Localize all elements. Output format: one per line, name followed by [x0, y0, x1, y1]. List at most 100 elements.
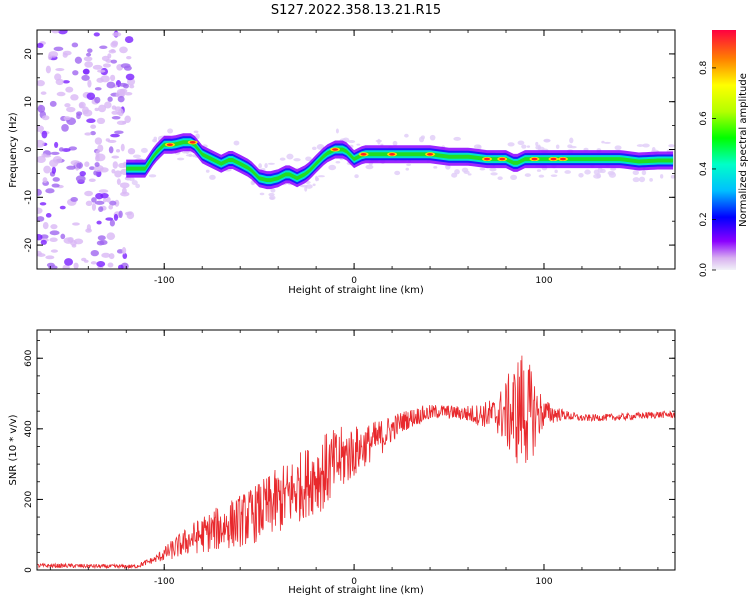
heatmap-speckle [75, 175, 86, 183]
colorbar-gradient [712, 30, 736, 270]
heatmap-speckle [42, 177, 48, 184]
heatmap-halo [305, 184, 313, 189]
y-tick-label: 400 [24, 420, 34, 437]
heatmap-speckle [97, 144, 104, 152]
heatmap-speckle [57, 30, 68, 35]
heatmap-speckle [118, 264, 124, 269]
heatmap-speckle [114, 170, 122, 178]
heatmap-speckle [107, 262, 114, 268]
heatmap-y-axis-label: Frequency (Hz) [8, 112, 19, 188]
heatmap-speckle [124, 36, 134, 44]
heatmap-halo [305, 156, 312, 161]
heatmap-speckle [104, 101, 112, 109]
heatmap-halo [584, 169, 591, 175]
heatmap-speckle [106, 196, 111, 203]
heatmap-peak [332, 148, 339, 151]
heatmap-halo [135, 183, 141, 189]
figure-title: S127.2022.358.13.21.R15 [271, 3, 441, 18]
heatmap-speckle [81, 74, 90, 81]
heatmap-speckle [116, 149, 121, 153]
heatmap-halo [418, 136, 425, 143]
heatmap-halo [311, 146, 317, 151]
heatmap-speckle [56, 91, 66, 97]
heatmap-speckle [37, 43, 44, 49]
y-tick-label: -20 [24, 237, 34, 252]
heatmap-speckle [129, 84, 135, 89]
heatmap-speckle [49, 237, 58, 242]
heatmap-peak [550, 157, 557, 161]
heatmap-halo [651, 147, 656, 152]
heatmap-speckle [73, 238, 84, 245]
heatmap-speckle [71, 42, 79, 48]
heatmap-halo [335, 161, 341, 164]
heatmap-speckle [49, 230, 60, 236]
heatmap-speckle [89, 166, 95, 171]
heatmap-speckle [51, 166, 57, 174]
heatmap-speckle [65, 86, 74, 93]
heatmap-speckle [70, 197, 78, 202]
heatmap-speckle [51, 183, 60, 188]
heatmap-halo [131, 180, 138, 186]
heatmap-halo [490, 172, 498, 176]
heatmap-speckle [109, 219, 115, 227]
heatmap-cells [37, 30, 675, 269]
heatmap-halo [564, 170, 572, 174]
heatmap-speckle [45, 213, 52, 218]
heatmap-halo [600, 168, 606, 174]
heatmap-peak [559, 157, 566, 161]
heatmap-speckle [102, 198, 108, 203]
heatmap-speckle [45, 188, 55, 194]
colorbar-tick-label: 0.6 [699, 111, 709, 126]
snr-series-line [37, 355, 675, 570]
heatmap-halo [392, 140, 398, 146]
heatmap-speckle [127, 148, 136, 155]
heatmap-halo [167, 128, 174, 134]
heatmap-speckle [59, 205, 66, 210]
y-tick-label: 600 [24, 349, 34, 366]
heatmap-speckle [96, 117, 106, 124]
x-tick-label: -100 [154, 577, 175, 587]
heatmap-halo [335, 128, 339, 134]
heatmap-speckle [37, 79, 45, 87]
heatmap-halo [347, 139, 356, 144]
heatmap-speckle [61, 148, 71, 152]
heatmap-speckle [85, 228, 92, 233]
heatmap-speckle [90, 261, 97, 265]
heatmap-speckle [116, 178, 121, 185]
x-tick-label: 100 [535, 577, 552, 587]
heatmap-speckle [98, 189, 109, 193]
heatmap-speckle [111, 115, 121, 120]
heatmap-speckle [49, 100, 57, 107]
heatmap-speckle [94, 162, 100, 167]
heatmap-speckle [63, 116, 71, 121]
heatmap-halo [140, 147, 148, 153]
heatmap-speckle [100, 192, 109, 199]
heatmap-halo [269, 195, 276, 201]
heatmap-speckle [55, 67, 65, 72]
heatmap-speckle [37, 253, 46, 257]
heatmap-halo [593, 169, 600, 175]
heatmap-speckle [83, 56, 93, 62]
heatmap-speckle [122, 252, 128, 260]
heatmap-speckle [109, 200, 117, 206]
heatmap-speckle [108, 253, 115, 260]
heatmap-peak [389, 152, 396, 156]
heatmap-speckle [91, 197, 97, 203]
heatmap-halo [377, 138, 381, 145]
heatmap-halo [526, 145, 531, 148]
heatmap-speckle [70, 94, 79, 101]
heatmap-speckle [74, 56, 83, 64]
ridge-green-core [126, 140, 674, 183]
heatmap-speckle [107, 96, 113, 102]
heatmap-peak [166, 143, 173, 147]
heatmap-halo [555, 144, 560, 150]
heatmap-speckle [124, 211, 133, 216]
heatmap-halo [260, 168, 266, 171]
colorbar-tick-label: 0.0 [699, 263, 709, 278]
heatmap-speckle [101, 55, 110, 62]
heatmap-speckle [50, 30, 60, 34]
heatmap-halo [233, 140, 240, 146]
snr-panel: -100 0 100 0 200 400 600 Height of straight li… [8, 329, 676, 596]
heatmap-halo [614, 145, 622, 151]
